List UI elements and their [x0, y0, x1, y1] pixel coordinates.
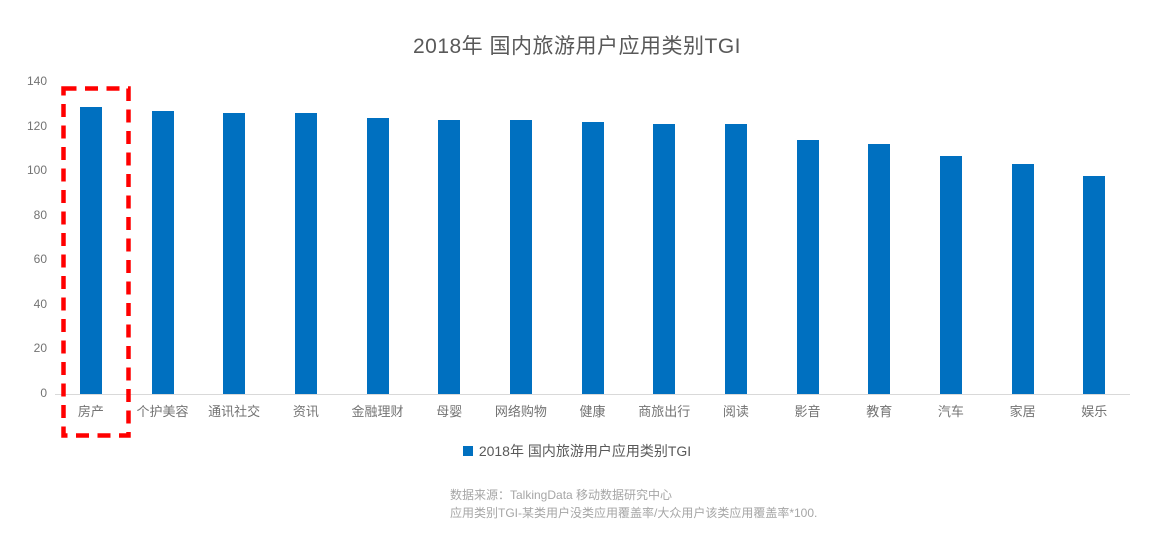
y-tick-label: 120 — [26, 118, 47, 133]
bar-slot — [843, 82, 915, 394]
y-tick-label: 20 — [33, 341, 47, 356]
footer-note-line: 应用类别TGI-某类用户没类应用覆盖率/大众用户该类应用覆盖率*100. — [450, 506, 818, 520]
x-tick-label: 娱乐 — [1081, 404, 1108, 419]
y-tick-label: 80 — [33, 207, 47, 222]
bar — [294, 113, 317, 394]
bar — [1083, 175, 1106, 394]
bar-slot — [987, 82, 1059, 394]
y-tick-label: 40 — [33, 296, 47, 311]
bar-slot — [628, 82, 700, 394]
x-tick-label: 资讯 — [292, 404, 319, 419]
x-tick-label: 母婴 — [436, 404, 463, 419]
plot-area — [55, 82, 1130, 395]
x-tick-label: 商旅出行 — [638, 404, 691, 419]
bar-slot — [772, 82, 844, 394]
bar-slot — [485, 82, 557, 394]
y-tick-label: 60 — [33, 252, 47, 267]
legend: 2018年 国内旅游用户应用类别TGI — [0, 441, 1154, 461]
bar-slot — [127, 82, 199, 394]
x-tick-label: 通讯社交 — [208, 404, 261, 419]
bar — [796, 139, 819, 394]
bar — [151, 110, 174, 394]
bar-slot — [198, 82, 270, 394]
bar-slot — [915, 82, 987, 394]
bar — [509, 119, 532, 394]
x-tick-label: 房产 — [77, 404, 104, 419]
footer: 数据来源：TalkingData 移动数据研究中心 应用类别TGI-某类用户没类… — [450, 486, 817, 522]
y-tick-label: 140 — [26, 74, 47, 88]
footer-source-line: 数据来源：TalkingData 移动数据研究中心 — [450, 488, 673, 502]
y-tick-label: 100 — [26, 163, 47, 178]
bar-slot — [557, 82, 629, 394]
x-tick-label: 教育 — [866, 404, 893, 419]
bar — [724, 124, 747, 394]
x-tick-label: 个护美容 — [136, 404, 189, 419]
x-tick-label: 家居 — [1009, 404, 1036, 419]
bar — [79, 106, 102, 394]
bars-area — [55, 82, 1130, 394]
bar-slot — [700, 82, 772, 394]
bar-slot — [342, 82, 414, 394]
bar-slot — [413, 82, 485, 394]
x-tick-label: 网络购物 — [494, 404, 547, 419]
x-tick-label: 影音 — [794, 404, 821, 419]
x-tick-label: 阅读 — [722, 404, 749, 419]
legend-label: 2018年 国内旅游用户应用类别TGI — [478, 443, 692, 459]
x-tick-label: 健康 — [579, 404, 606, 419]
bar-slot — [270, 82, 342, 394]
bar — [939, 155, 962, 394]
legend-marker-icon — [462, 446, 473, 456]
bar — [581, 122, 604, 394]
bar-slot — [1058, 82, 1130, 394]
bar — [438, 119, 461, 394]
bar — [653, 124, 676, 394]
bar — [1011, 164, 1034, 394]
bar-slot — [55, 82, 127, 394]
y-tick-label: 0 — [40, 386, 47, 400]
x-tick-label: 金融理财 — [351, 404, 404, 419]
chart-title: 2018年 国内旅游用户应用类别TGI — [412, 35, 742, 58]
bar — [223, 113, 246, 394]
x-tick-label: 汽车 — [937, 404, 964, 419]
bar — [868, 144, 891, 394]
bar — [366, 117, 389, 394]
x-axis: 房产 个护美容 通讯社交 资讯 金融理财 母婴 网络购物 健康 商旅出行 阅读 影音 教育 汽车 家居 娱乐 — [55, 401, 1130, 420]
